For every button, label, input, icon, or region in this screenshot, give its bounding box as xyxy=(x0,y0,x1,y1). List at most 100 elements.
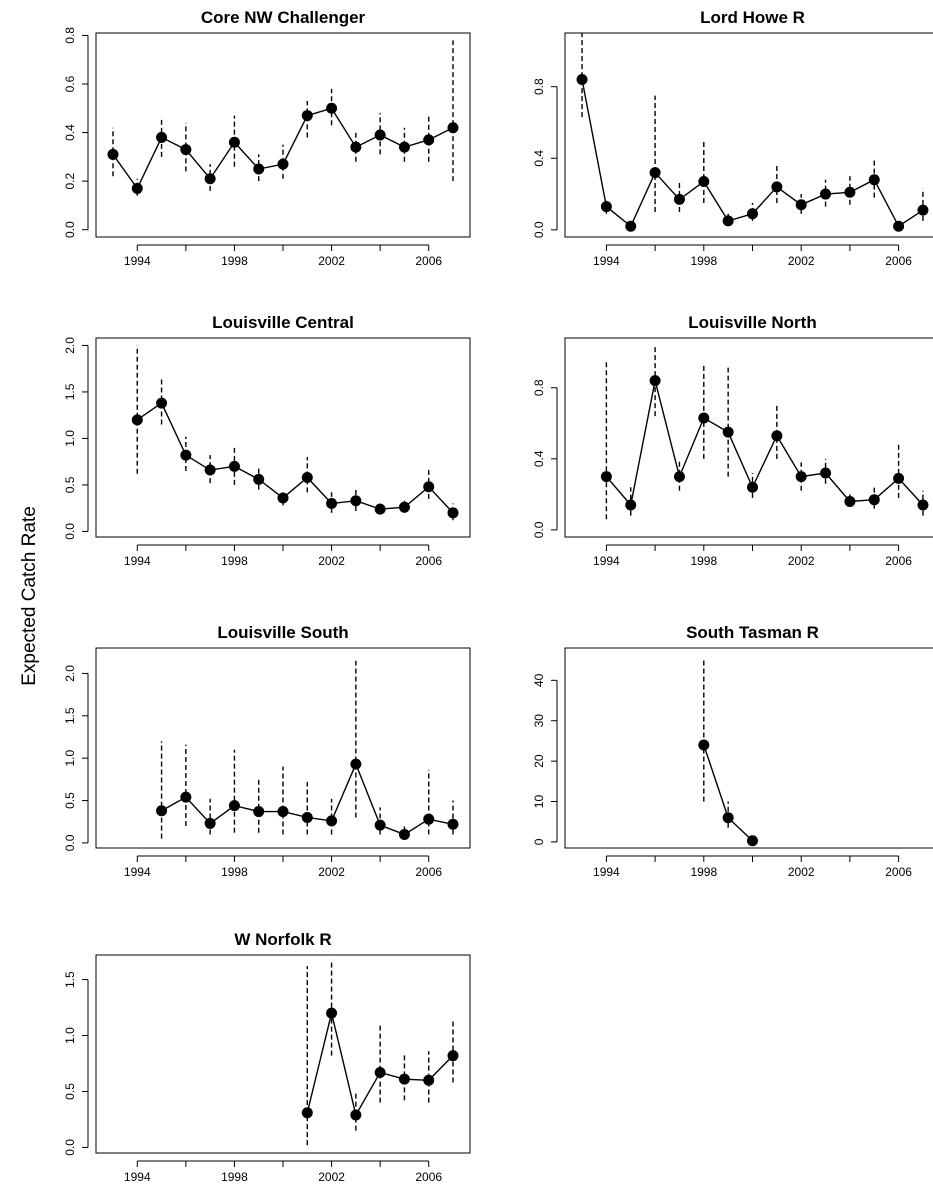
y-tick-label: 0.8 xyxy=(532,379,546,396)
y-tick-label: 0.0 xyxy=(63,523,77,540)
point xyxy=(747,208,758,220)
point xyxy=(844,495,856,507)
point xyxy=(893,220,905,232)
point xyxy=(253,163,265,175)
series-line xyxy=(605,380,924,507)
point xyxy=(771,181,783,193)
y-tick-label: 10 xyxy=(532,795,546,809)
point xyxy=(447,122,459,134)
point xyxy=(156,397,168,409)
point xyxy=(156,131,168,143)
point xyxy=(350,495,362,507)
x-tick-label: 1998 xyxy=(690,254,717,268)
point xyxy=(795,471,807,483)
point xyxy=(228,800,240,812)
panel-title: Lord Howe R xyxy=(700,8,805,27)
panel: Core NW Challenger 0.0 0.2 0.4 0.6 0.8 1994 199… xyxy=(63,8,471,268)
point xyxy=(204,173,216,185)
point xyxy=(398,828,410,840)
point xyxy=(301,1107,313,1119)
panel: Lord Howe R 0.0 0.4 0.8 1994 1998 2002 2006 xyxy=(532,8,933,268)
point xyxy=(301,811,313,823)
x-tick-label: 2006 xyxy=(885,254,912,268)
y-axis-label: Expected Catch Rate xyxy=(19,506,40,686)
point xyxy=(447,818,459,830)
plot-frame xyxy=(564,337,933,538)
x-tick-label: 1998 xyxy=(221,1170,248,1184)
point xyxy=(253,806,265,818)
point xyxy=(722,215,734,227)
x-tick-label: 1994 xyxy=(124,554,151,568)
y-tick-label: 40 xyxy=(532,673,546,687)
panel-title: Louisville Central xyxy=(212,313,354,332)
y-tick-label: 0.8 xyxy=(532,78,546,95)
point xyxy=(180,449,192,461)
point xyxy=(423,481,435,493)
point xyxy=(868,174,880,186)
point xyxy=(398,501,410,513)
point xyxy=(868,494,880,506)
point xyxy=(204,817,216,829)
y-tick-label: 0.0 xyxy=(63,221,77,238)
x-tick-label: 1994 xyxy=(593,254,620,268)
y-tick-label: 1.0 xyxy=(63,1027,77,1044)
x-tick-label: 2002 xyxy=(788,254,815,268)
plot-frame xyxy=(564,647,933,849)
point xyxy=(423,134,435,146)
point xyxy=(374,503,386,515)
x-tick-label: 2006 xyxy=(885,554,912,568)
y-tick-label: 0.0 xyxy=(532,221,546,238)
x-tick-label: 2002 xyxy=(788,865,815,879)
x-tick-label: 2006 xyxy=(885,865,912,879)
point xyxy=(820,188,832,200)
point xyxy=(820,467,832,479)
point xyxy=(398,1073,410,1085)
y-tick-label: 1.5 xyxy=(63,971,77,988)
point xyxy=(326,498,338,510)
x-tick-label: 1998 xyxy=(221,254,248,268)
y-tick-label: 2.0 xyxy=(63,337,77,354)
x-tick-label: 2006 xyxy=(415,554,442,568)
point xyxy=(374,1066,386,1078)
point xyxy=(350,1109,362,1121)
point xyxy=(253,473,265,485)
x-tick-label: 1994 xyxy=(124,865,151,879)
point xyxy=(350,758,362,770)
y-tick-label: 0.8 xyxy=(63,27,77,44)
point xyxy=(374,129,386,141)
y-tick-label: 0.0 xyxy=(63,834,77,851)
y-tick-label: 1.5 xyxy=(63,383,77,400)
panel: Louisville South 0.0 0.5 1.0 1.5 2.0 1994 1998 2… xyxy=(63,623,471,879)
point xyxy=(747,835,758,847)
point xyxy=(795,199,807,211)
y-tick-label: 2.0 xyxy=(63,665,77,682)
point xyxy=(180,144,192,156)
point xyxy=(277,492,289,504)
point xyxy=(131,182,143,194)
y-tick-label: 0.4 xyxy=(63,124,77,141)
plot-frame xyxy=(564,32,933,238)
x-tick-label: 2002 xyxy=(318,554,345,568)
point xyxy=(673,193,685,205)
point xyxy=(156,805,168,817)
point xyxy=(600,201,612,213)
y-tick-label: 0.0 xyxy=(63,1139,77,1156)
x-tick-label: 1994 xyxy=(124,254,151,268)
point xyxy=(301,471,313,483)
point xyxy=(107,148,119,160)
point xyxy=(917,499,929,511)
point xyxy=(649,375,661,387)
point xyxy=(228,460,240,472)
panel-title: Core NW Challenger xyxy=(201,8,366,27)
y-tick-label: 0.0 xyxy=(532,521,546,538)
panel: Louisville North 0.0 0.4 0.8 1994 1998 2002 200… xyxy=(532,313,933,568)
point xyxy=(917,204,929,216)
panel-title: South Tasman R xyxy=(686,623,819,642)
point xyxy=(301,110,313,122)
point xyxy=(326,102,338,114)
point xyxy=(576,74,588,86)
point xyxy=(673,471,685,483)
point xyxy=(326,1007,338,1019)
point xyxy=(277,158,289,170)
